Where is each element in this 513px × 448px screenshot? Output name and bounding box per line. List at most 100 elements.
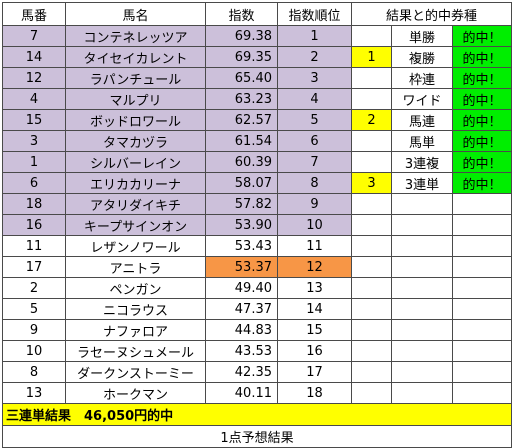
index-rank: 6 [277, 130, 352, 152]
horse-name: アニトラ [65, 256, 206, 278]
horse-number: 5 [2, 298, 66, 320]
table-row: 18 アタリダイキチ 57.82 9 [2, 193, 512, 215]
pick-mark [351, 88, 392, 110]
table-row: 9 ナファロア 44.83 15 [2, 319, 512, 341]
horse-name: ラセーヌシュメール [65, 340, 206, 362]
pick-mark [351, 67, 392, 89]
index-score: 60.39 [205, 151, 278, 173]
pick-mark [351, 151, 392, 173]
ticket-type: 馬連 [391, 109, 453, 131]
index-rank: 9 [277, 193, 352, 215]
horse-name: タイセイカレント [65, 46, 206, 68]
ticket-type: 単勝 [391, 25, 453, 47]
hit-status [452, 340, 512, 362]
table-row: 15 ボッドロワール 62.57 5 2 馬連 的中！ [2, 109, 512, 131]
index-rank: 12 [277, 256, 352, 278]
ticket-type [391, 361, 453, 383]
pick-mark [351, 235, 392, 257]
index-score: 53.37 [205, 256, 278, 278]
footer-row: 1点予想結果 [2, 425, 512, 448]
horse-number: 17 [2, 256, 66, 278]
hit-status: 的中！ [452, 25, 512, 47]
index-rank: 17 [277, 361, 352, 383]
hit-status [452, 298, 512, 320]
summary-row: 三連単結果 46,050円的中 [2, 403, 512, 426]
horse-number: 10 [2, 340, 66, 362]
table-row: 5 ニコラウス 47.37 14 [2, 298, 512, 320]
table-row: 7 コンテネレッツア 69.38 1 単勝 的中！ [2, 25, 512, 47]
header-index-rank: 指数順位 [277, 2, 352, 26]
hit-status [452, 193, 512, 215]
ticket-type [391, 382, 453, 404]
index-score: 49.40 [205, 277, 278, 299]
ticket-type [391, 235, 453, 257]
horse-name: アタリダイキチ [65, 193, 206, 215]
result-summary: 三連単結果 46,050円的中 [2, 403, 512, 426]
horse-name: ダークンストーミー [65, 361, 206, 383]
index-rank: 16 [277, 340, 352, 362]
pick-mark [351, 361, 392, 383]
hit-status: 的中！ [452, 109, 512, 131]
horse-number: 4 [2, 88, 66, 110]
horse-number: 7 [2, 25, 66, 47]
index-rank: 2 [277, 46, 352, 68]
pick-mark [351, 193, 392, 215]
pick-mark [351, 25, 392, 47]
index-score: 62.57 [205, 109, 278, 131]
index-score: 58.07 [205, 172, 278, 194]
table-row: 2 ペンガン 49.40 13 [2, 277, 512, 299]
horse-name: ホークマン [65, 382, 206, 404]
hit-status [452, 235, 512, 257]
pick-mark: 1 [351, 46, 392, 68]
horse-name: ラパンチュール [65, 67, 206, 89]
index-rank: 1 [277, 25, 352, 47]
ticket-type [391, 277, 453, 299]
index-score: 40.11 [205, 382, 278, 404]
index-rank: 11 [277, 235, 352, 257]
index-rank: 7 [277, 151, 352, 173]
ticket-type: 3連単 [391, 172, 453, 194]
header-index: 指数 [205, 2, 278, 26]
ticket-type: ワイド [391, 88, 453, 110]
pick-mark: 3 [351, 172, 392, 194]
index-score: 53.90 [205, 214, 278, 236]
index-rank: 8 [277, 172, 352, 194]
horse-number: 16 [2, 214, 66, 236]
index-score: 43.53 [205, 340, 278, 362]
hit-status: 的中！ [452, 88, 512, 110]
index-score: 57.82 [205, 193, 278, 215]
table-row: 16 キープサインオン 53.90 10 [2, 214, 512, 236]
horse-number: 9 [2, 319, 66, 341]
pick-mark [351, 130, 392, 152]
index-rank: 13 [277, 277, 352, 299]
hit-status [452, 277, 512, 299]
hit-status [452, 319, 512, 341]
hit-status: 的中！ [452, 46, 512, 68]
ticket-type: 複勝 [391, 46, 453, 68]
horse-number: 13 [2, 382, 66, 404]
index-score: 63.23 [205, 88, 278, 110]
table-row: 10 ラセーヌシュメール 43.53 16 [2, 340, 512, 362]
ticket-type: 枠連 [391, 67, 453, 89]
hit-status [452, 382, 512, 404]
header-row: 馬番 馬名 指数 指数順位 結果と的中券種 [2, 2, 512, 26]
horse-name: キープサインオン [65, 214, 206, 236]
horse-name: コンテネレッツア [65, 25, 206, 47]
horse-number: 2 [2, 277, 66, 299]
horse-name: ナファロア [65, 319, 206, 341]
horse-number: 14 [2, 46, 66, 68]
horse-name: レザンノワール [65, 235, 206, 257]
pick-mark [351, 319, 392, 341]
ticket-type [391, 340, 453, 362]
pick-mark [351, 340, 392, 362]
hit-status: 的中！ [452, 151, 512, 173]
horse-name: ボッドロワール [65, 109, 206, 131]
horse-name: ペンガン [65, 277, 206, 299]
table-row: 11 レザンノワール 53.43 11 [2, 235, 512, 257]
footer-label: 1点予想結果 [2, 425, 512, 448]
horse-number: 11 [2, 235, 66, 257]
table-row: 14 タイセイカレント 69.35 2 1 複勝 的中！ [2, 46, 512, 68]
ticket-type [391, 256, 453, 278]
index-score: 65.40 [205, 67, 278, 89]
